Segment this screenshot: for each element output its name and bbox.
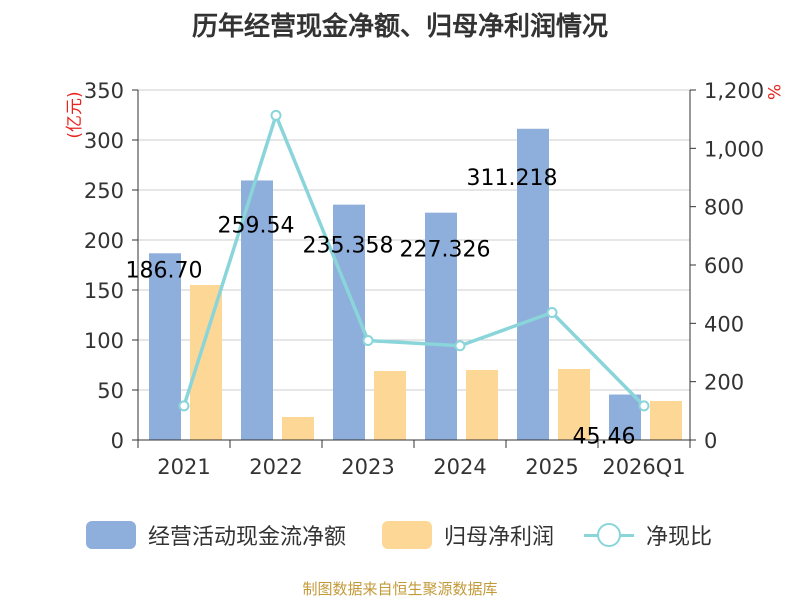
bar-cash-flow [149,253,181,440]
left-axis-tick-label: 300 [84,129,124,153]
ratio-polyline [182,110,646,408]
bar-cash-flow [517,128,549,441]
bar-cash-flow [425,212,457,440]
data-label-cash-flow: 186.70 [126,258,203,283]
data-label-cash-flow: 45.46 [573,425,636,450]
bar-cash-flow [241,180,273,440]
bar-net-profit [282,417,314,440]
legend-swatch-cash-flow [86,521,136,549]
right-axis-tick-label: 400 [704,312,744,336]
left-axis-tick-label: 50 [97,379,124,403]
right-axis-tick-label: 200 [704,371,744,395]
legend: 经营活动现金流净额 归母净利润 净现比 [0,517,800,553]
left-axis-tick-label: 150 [84,279,124,303]
left-axis-tick-label: 100 [84,329,124,353]
legend-line-ratio-icon [584,521,634,549]
right-axis-tick-label: 800 [704,196,744,220]
left-axis-tick-label: 250 [84,179,124,203]
ratio-point [362,335,374,347]
bar-net-profit [650,401,682,440]
legend-item-cash-flow[interactable]: 经营活动现金流净额 [86,517,346,553]
ratio-point [546,307,558,319]
bar-net-profit [558,369,590,440]
legend-label-ratio: 净现比 [646,525,713,550]
left-axis-tick-label: 350 [84,79,124,103]
source-note: 制图数据来自恒生聚源数据库 [302,580,498,598]
right-axis-tick-label: 1,200 [704,79,764,103]
left-axis-tick-label: 0 [111,429,124,453]
x-axis-category-label: 2022 [249,455,302,479]
right-axis-tick-label: 1,000 [704,137,764,161]
ratio-point [454,340,466,352]
left-axis-unit: (亿元) [65,91,85,138]
bar-cash-flow [609,394,641,440]
left-axis-tick-label: 200 [84,229,124,253]
legend-swatch-net-profit [382,521,432,549]
x-axis-category-label: 2024 [433,455,486,479]
x-axis-category-label: 2021 [157,455,210,479]
x-axis-category-label: 2023 [341,455,394,479]
right-axis-tick-label: 600 [704,254,744,278]
x-axis-category-label: 2026Q1 [602,455,685,479]
data-labels: 186.70 259.54 235.358 227.326 311.218 45.46 [126,166,636,450]
chart-title: 历年经营现金净额、归母净利润情况 [191,12,608,42]
ratio-point [178,400,190,412]
legend-label-cash-flow: 经营活动现金流净额 [148,525,347,550]
ratio-line [178,109,650,412]
bar-net-profit [374,371,406,440]
data-label-cash-flow: 227.326 [400,238,491,263]
data-label-cash-flow: 235.358 [303,234,394,259]
right-axis-tick-label: 0 [704,429,717,453]
legend-item-net-profit[interactable]: 归母净利润 [382,517,554,553]
bars [149,128,682,441]
legend-label-net-profit: 归母净利润 [444,525,555,550]
axes: 0 50 100 150 200 250 300 350 0 200 400 600 800 1,000 1… [84,79,764,479]
bar-net-profit [466,370,498,440]
right-axis-unit: % [763,84,783,100]
legend-item-ratio[interactable]: 净现比 [584,517,712,553]
data-label-cash-flow: 311.218 [467,166,558,191]
data-label-cash-flow: 259.54 [218,213,295,238]
ratio-point [270,109,282,121]
ratio-point [638,400,650,412]
bar-net-profit [190,285,222,440]
x-axis-category-label: 2025 [525,455,578,479]
